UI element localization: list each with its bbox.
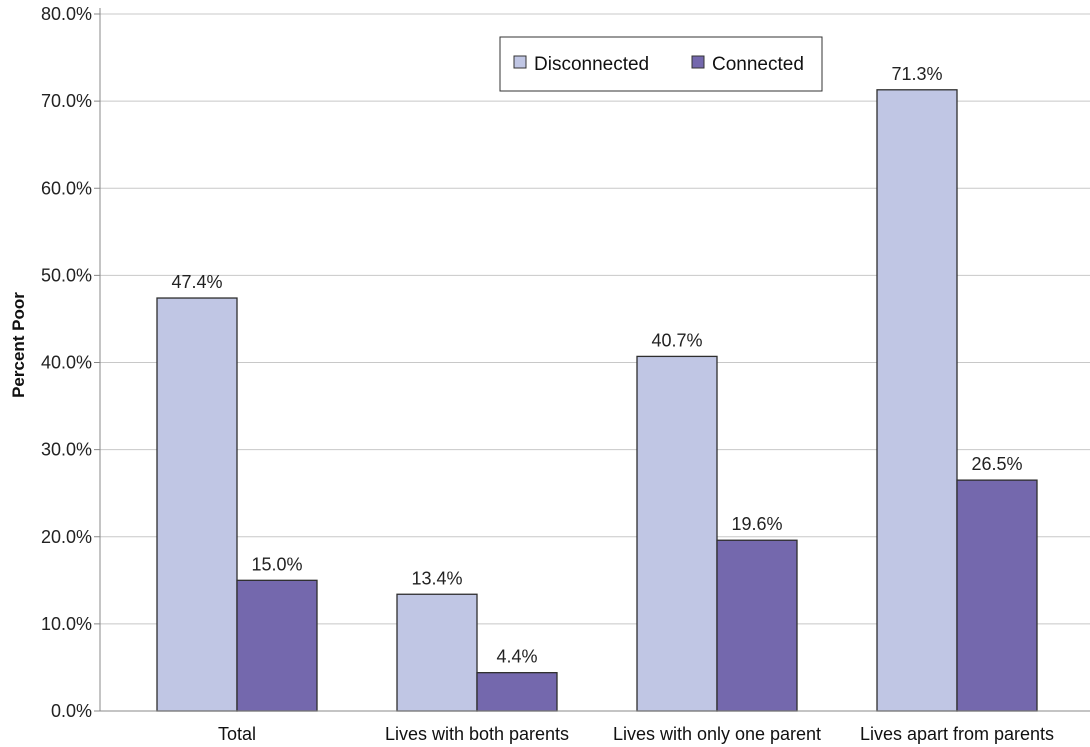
- data-labels: 47.4% 15.0% 13.4% 4.4% 40.7% 19.6% 71.3% 26.5%: [171, 64, 1022, 667]
- y-tick-label: 80.0%: [41, 4, 92, 24]
- data-label-disconnected-lives-with-both-parents: 13.4%: [411, 568, 462, 588]
- bar-disconnected-total: [156, 297, 238, 712]
- bar-connected-lives-with-only-one-parent: [716, 539, 798, 712]
- bar-connected-lives-with-both-parents: [476, 672, 558, 712]
- legend-swatch-disconnected: [513, 55, 527, 69]
- y-tick-label: 60.0%: [41, 178, 92, 198]
- legend-label-connected: Connected: [712, 54, 804, 75]
- bar-disconnected-lives-apart-from-parents: [876, 89, 958, 712]
- data-label-connected-lives-with-only-one-parent: 19.6%: [731, 514, 782, 534]
- data-label-connected-total: 15.0%: [251, 554, 302, 574]
- data-label-connected-lives-with-both-parents: 4.4%: [496, 647, 537, 667]
- y-axis-ticks: 0.0% 10.0% 20.0% 30.0% 40.0% 50.0% 60.0% 70.0% 8…: [41, 4, 100, 721]
- legend-swatch-connected: [691, 55, 705, 69]
- legend: Disconnected Connected: [499, 36, 823, 92]
- y-tick-label: 40.0%: [41, 353, 92, 373]
- y-tick-label: 30.0%: [41, 440, 92, 460]
- bar-connected-total: [236, 579, 318, 712]
- y-axis-title: Percent Poor: [9, 292, 28, 398]
- bar-disconnected-lives-with-only-one-parent: [636, 355, 718, 712]
- y-tick-label: 0.0%: [51, 701, 92, 721]
- y-tick-label: 10.0%: [41, 614, 92, 634]
- data-label-disconnected-lives-apart-from-parents: 71.3%: [891, 64, 942, 84]
- data-label-disconnected-lives-with-only-one-parent: 40.7%: [651, 330, 702, 350]
- data-label-disconnected-total: 47.4%: [171, 272, 222, 292]
- gridlines: [100, 13, 1090, 625]
- x-axis-labels: Total Lives with both parents Lives with o…: [218, 724, 1054, 744]
- legend-box: [499, 36, 823, 92]
- bar-disconnected-lives-with-both-parents: [396, 593, 478, 712]
- y-tick-label: 20.0%: [41, 527, 92, 547]
- x-tick-label: Lives apart from parents: [860, 724, 1054, 744]
- bars: [156, 89, 1038, 712]
- data-label-connected-lives-apart-from-parents: 26.5%: [971, 454, 1022, 474]
- x-tick-label: Total: [218, 724, 256, 744]
- y-tick-label: 70.0%: [41, 91, 92, 111]
- x-tick-label: Lives with only one parent: [613, 724, 821, 744]
- legend-label-disconnected: Disconnected: [534, 54, 649, 75]
- x-tick-label: Lives with both parents: [385, 724, 569, 744]
- bar-connected-lives-apart-from-parents: [956, 479, 1038, 712]
- y-tick-label: 50.0%: [41, 265, 92, 285]
